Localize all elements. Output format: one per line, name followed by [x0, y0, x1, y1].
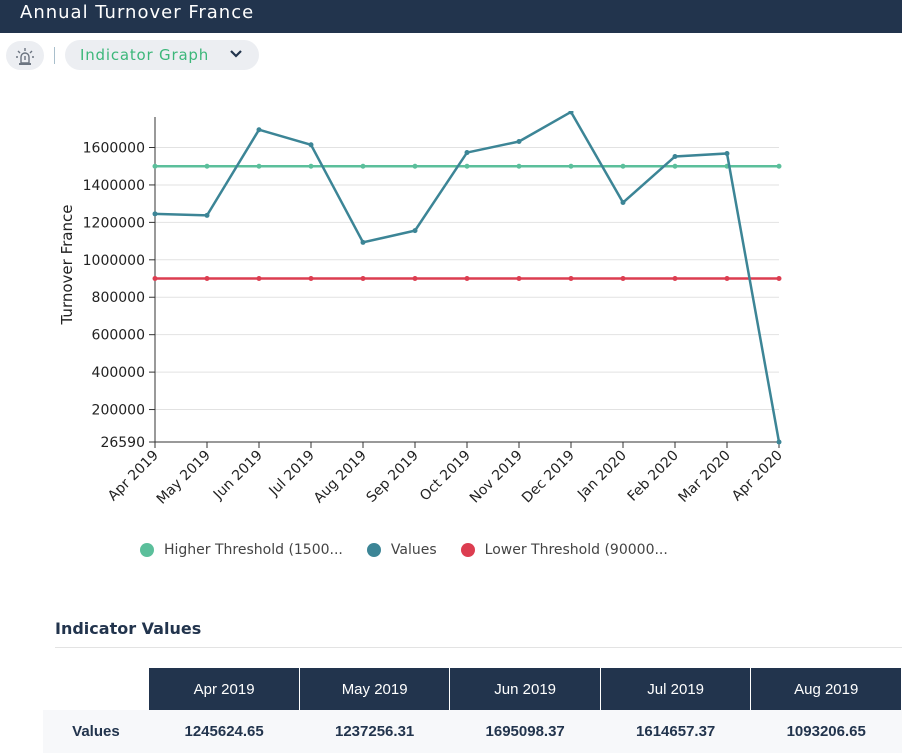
data-point: [256, 127, 262, 133]
y-tick-label: 800000: [92, 290, 145, 306]
table-cell: 1614657.37: [600, 710, 751, 753]
data-point: [204, 212, 210, 218]
y-tick-label: 1000000: [83, 253, 145, 269]
line-chart: 26590 200000 400000 600000 800000 1000000 1200…: [58, 111, 786, 508]
y-tick-label: 400000: [92, 365, 145, 381]
data-point: [776, 276, 782, 282]
table-corner: [43, 668, 150, 710]
y-tick-label: 1400000: [83, 178, 145, 194]
table-row: Values 1245624.65 1237256.31 1695098.37 …: [43, 710, 902, 753]
view-selector-label: Indicator Graph: [80, 46, 210, 64]
data-point: [568, 276, 574, 282]
data-point: [412, 276, 418, 282]
x-tick-label: Jul 2019: [266, 448, 318, 500]
data-point: [412, 228, 418, 234]
data-point: [620, 163, 626, 169]
table-cell: 1245624.65: [148, 710, 300, 753]
indicator-values-table: Apr 2019 May 2019 Jun 2019 Jul 2019 Aug …: [43, 668, 902, 753]
data-point: [516, 139, 522, 145]
x-tick-label: Apr 2020: [729, 448, 786, 505]
data-point: [516, 163, 522, 169]
divider: [54, 47, 55, 64]
data-point: [724, 150, 730, 156]
row-label: Values: [43, 710, 149, 753]
table-cell: 1093206.65: [750, 710, 902, 753]
legend-item[interactable]: Values: [366, 542, 437, 558]
divider: [55, 647, 902, 648]
legend-label: Values: [390, 542, 437, 558]
data-point: [256, 163, 262, 169]
data-point: [776, 439, 782, 445]
data-point: [672, 276, 678, 282]
series-lower: [152, 276, 782, 282]
x-tick-label: Dec 2019: [519, 448, 578, 507]
column-header: Jul 2019: [600, 668, 752, 710]
column-header: Apr 2019: [148, 668, 300, 710]
y-tick-label: 600000: [92, 328, 145, 344]
legend-label: Lower Threshold (90000...: [484, 542, 668, 558]
data-point: [672, 163, 678, 169]
legend-dot-icon: [460, 543, 475, 557]
data-point: [464, 150, 470, 156]
x-tick-label: Nov 2019: [467, 448, 526, 507]
data-point: [152, 276, 158, 282]
chevron-down-icon: [230, 50, 242, 58]
data-point: [152, 163, 158, 169]
x-tick-label: Jun 2019: [210, 448, 266, 504]
data-point: [568, 163, 574, 169]
data-point: [308, 142, 314, 148]
y-tick-label: 1200000: [83, 215, 145, 231]
data-point: [308, 276, 314, 282]
x-tick-label: May 2019: [154, 448, 214, 508]
series-values: [152, 111, 782, 445]
data-point: [620, 200, 626, 206]
data-point: [152, 211, 158, 217]
title-bar: Annual Turnover France: [0, 0, 902, 33]
page-title: Annual Turnover France: [20, 2, 255, 23]
data-point: [724, 276, 730, 282]
data-point: [568, 111, 574, 115]
legend-item[interactable]: Lower Threshold (90000...: [460, 542, 668, 558]
view-selector-dropdown[interactable]: Indicator Graph: [65, 40, 259, 70]
data-point: [360, 163, 366, 169]
legend-dot-icon: [366, 543, 381, 557]
legend-dot-icon: [140, 543, 154, 557]
x-tick-label: Mar 2020: [675, 448, 733, 506]
series-higher: [152, 163, 782, 169]
column-header: May 2019: [299, 668, 451, 710]
alarm-light-icon: [16, 47, 34, 65]
data-point: [308, 163, 314, 169]
y-axis-label: Turnover France: [58, 205, 76, 326]
x-tick-label: Sep 2019: [364, 448, 422, 506]
alarm-button[interactable]: [6, 41, 44, 70]
data-point: [256, 276, 262, 282]
data-point: [204, 163, 210, 169]
data-point: [360, 276, 366, 282]
column-header: Jun 2019: [449, 668, 601, 710]
table-cell: 1695098.37: [449, 710, 601, 753]
legend-item[interactable]: Higher Threshold (1500...: [140, 542, 343, 558]
section-title: Indicator Values: [55, 619, 202, 638]
x-tick-label: Jan 2020: [574, 448, 630, 504]
y-tick-label: 200000: [92, 403, 145, 419]
data-point: [204, 276, 210, 282]
data-point: [360, 239, 366, 245]
column-header: Aug 2019: [750, 668, 902, 710]
y-tick-label: 1600000: [83, 141, 145, 157]
x-tick-label: Oct 2019: [417, 448, 474, 505]
table-header-row: Apr 2019 May 2019 Jun 2019 Jul 2019 Aug …: [43, 668, 902, 710]
y-tick-label: 26590: [100, 435, 145, 451]
data-point: [412, 163, 418, 169]
data-point: [464, 276, 470, 282]
legend-label: Higher Threshold (1500...: [164, 542, 343, 558]
x-tick-label: Aug 2019: [311, 448, 370, 507]
data-point: [620, 276, 626, 282]
x-tick-label: Feb 2020: [625, 448, 682, 505]
data-point: [464, 163, 470, 169]
data-point: [516, 276, 522, 282]
chart-legend: Higher Threshold (1500... Values Lower Thr…: [140, 542, 692, 558]
table-cell: 1237256.31: [299, 710, 450, 753]
data-point: [672, 153, 678, 159]
data-point: [776, 163, 782, 169]
